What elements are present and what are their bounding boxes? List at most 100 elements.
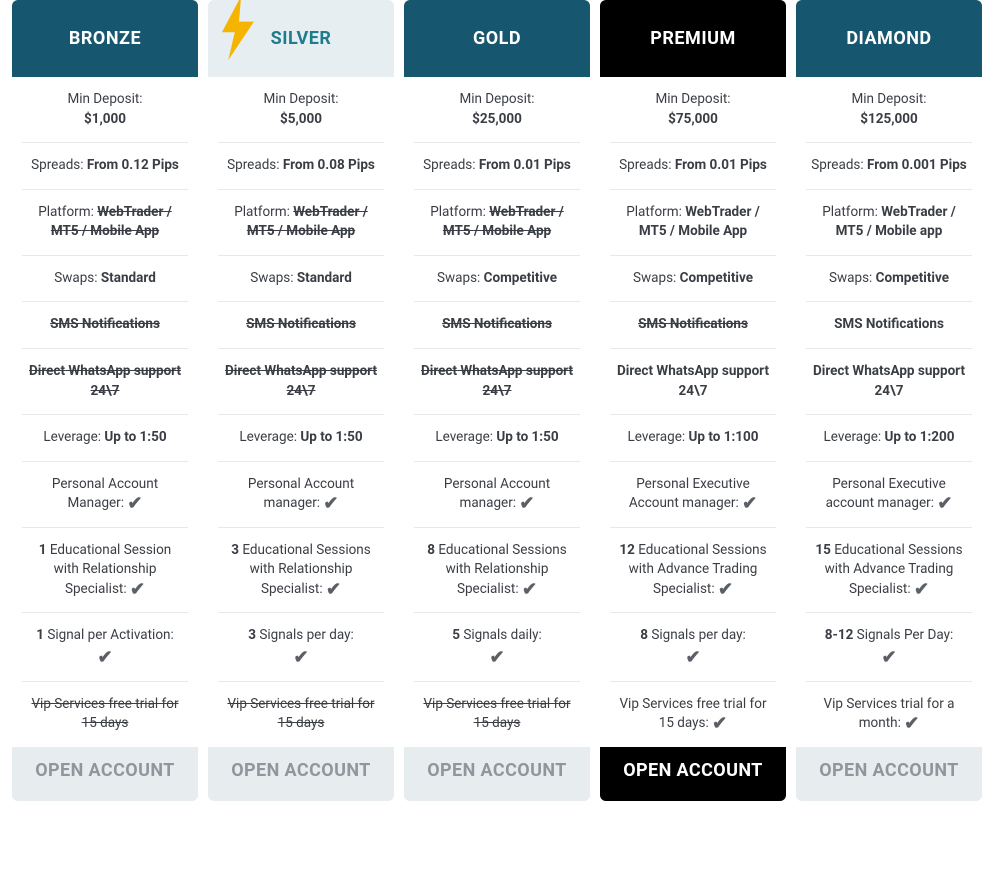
- check-icon: ✔: [97, 649, 112, 667]
- row-vip: Vip Services free trial for 15 days: [218, 682, 384, 747]
- check-icon: ✔: [293, 649, 308, 667]
- row-sessions: 15 Educational Sessions with Advance Tra…: [806, 528, 972, 614]
- card-body: Min Deposit:$75,000Spreads: From 0.01 Pi…: [600, 77, 786, 747]
- row-platform: Platform: WebTrader / MT5 / Mobile app: [806, 190, 972, 256]
- row-spreads: Spreads: From 0.01 Pips: [414, 143, 580, 190]
- card-body: Min Deposit:$5,000Spreads: From 0.08 Pip…: [208, 77, 394, 747]
- row-swaps: Swaps: Competitive: [610, 256, 776, 303]
- row-spreads: Spreads: From 0.08 Pips: [218, 143, 384, 190]
- row-sessions: 12 Educational Sessions with Advance Tra…: [610, 528, 776, 614]
- row-sessions: 8 Educational Sessions with Relationship…: [414, 528, 580, 614]
- row-whatsapp: Direct WhatsApp support 24\7: [218, 349, 384, 415]
- row-min-deposit: Min Deposit:$125,000: [806, 77, 972, 143]
- tier-name: DIAMOND: [804, 28, 974, 49]
- check-icon: ✔: [127, 495, 142, 513]
- pricing-card-premium: PREMIUM Min Deposit:$75,000Spreads: From …: [600, 0, 786, 801]
- row-spreads: Spreads: From 0.01 Pips: [610, 143, 776, 190]
- row-min-deposit: Min Deposit:$75,000: [610, 77, 776, 143]
- row-sms: SMS Notifications: [414, 302, 580, 349]
- row-swaps: Swaps: Competitive: [806, 256, 972, 303]
- card-footer: OPEN ACCOUNT: [404, 747, 590, 802]
- card-footer: OPEN ACCOUNT: [600, 747, 786, 802]
- check-icon: ✔: [489, 649, 504, 667]
- check-icon: ✔: [718, 581, 733, 599]
- check-icon: ✔: [323, 495, 338, 513]
- check-icon: ✔: [326, 581, 341, 599]
- check-icon: ✔: [130, 581, 145, 599]
- row-whatsapp: Direct WhatsApp support 24\7: [414, 349, 580, 415]
- row-leverage: Leverage: Up to 1:50: [414, 415, 580, 462]
- row-sessions: 3 Educational Sessions with Relationship…: [218, 528, 384, 614]
- row-spreads: Spreads: From 0.12 Pips: [22, 143, 188, 190]
- check-icon: ✔: [519, 495, 534, 513]
- row-leverage: Leverage: Up to 1:50: [218, 415, 384, 462]
- row-leverage: Leverage: Up to 1:50: [22, 415, 188, 462]
- row-vip: Vip Services free trial for 15 days: [22, 682, 188, 747]
- row-manager: Personal Executive Account manager: ✔: [610, 462, 776, 528]
- pricing-card-gold: GOLD Min Deposit:$25,000Spreads: From 0.0…: [404, 0, 590, 801]
- open-account-button[interactable]: OPEN ACCOUNT: [20, 761, 190, 782]
- row-min-deposit: Min Deposit:$5,000: [218, 77, 384, 143]
- check-icon: ✔: [522, 581, 537, 599]
- row-swaps: Swaps: Standard: [22, 256, 188, 303]
- row-vip: Vip Services trial for a month: ✔: [806, 682, 972, 747]
- row-sms: SMS Notifications: [610, 302, 776, 349]
- check-icon: ✔: [712, 715, 727, 733]
- row-signals: 5 Signals daily:✔: [414, 613, 580, 681]
- card-footer: OPEN ACCOUNT: [12, 747, 198, 802]
- row-sms: SMS Notifications: [22, 302, 188, 349]
- card-header: PREMIUM: [600, 0, 786, 77]
- row-manager: Personal Account manager: ✔: [218, 462, 384, 528]
- check-icon: ✔: [914, 581, 929, 599]
- row-vip: Vip Services free trial for 15 days: ✔: [610, 682, 776, 747]
- pricing-card-silver: SILVER Min Deposit:$5,000Spreads: From 0.…: [208, 0, 394, 801]
- row-signals: 8-12 Signals Per Day:✔: [806, 613, 972, 681]
- card-body: Min Deposit:$25,000Spreads: From 0.01 Pi…: [404, 77, 590, 747]
- row-signals: 8 Signals per day:✔: [610, 613, 776, 681]
- pricing-card-diamond: DIAMOND Min Deposit:$125,000Spreads: From…: [796, 0, 982, 801]
- check-icon: ✔: [685, 649, 700, 667]
- check-icon: ✔: [881, 649, 896, 667]
- row-manager: Personal Executive account manager: ✔: [806, 462, 972, 528]
- row-spreads: Spreads: From 0.001 Pips: [806, 143, 972, 190]
- row-vip: Vip Services free trial for 15 days: [414, 682, 580, 747]
- row-sms: SMS Notifications: [806, 302, 972, 349]
- row-manager: Personal Account Manager: ✔: [22, 462, 188, 528]
- row-leverage: Leverage: Up to 1:200: [806, 415, 972, 462]
- open-account-button[interactable]: OPEN ACCOUNT: [608, 761, 778, 782]
- card-body: Min Deposit:$1,000Spreads: From 0.12 Pip…: [12, 77, 198, 747]
- tier-name: SILVER: [216, 28, 386, 49]
- check-icon: ✔: [904, 715, 919, 733]
- tier-name: BRONZE: [20, 28, 190, 49]
- row-manager: Personal Account manager: ✔: [414, 462, 580, 528]
- row-swaps: Swaps: Competitive: [414, 256, 580, 303]
- card-header: GOLD: [404, 0, 590, 77]
- row-signals: 3 Signals per day:✔: [218, 613, 384, 681]
- card-footer: OPEN ACCOUNT: [796, 747, 982, 802]
- row-whatsapp: Direct WhatsApp support 24\7: [610, 349, 776, 415]
- row-leverage: Leverage: Up to 1:100: [610, 415, 776, 462]
- tier-name: PREMIUM: [608, 28, 778, 49]
- row-sessions: 1 Educational Session with Relationship …: [22, 528, 188, 614]
- row-signals: 1 Signal per Activation:✔: [22, 613, 188, 681]
- open-account-button[interactable]: OPEN ACCOUNT: [804, 761, 974, 782]
- row-platform: Platform: WebTrader / MT5 / Mobile App: [218, 190, 384, 256]
- card-header: DIAMOND: [796, 0, 982, 77]
- row-platform: Platform: WebTrader / MT5 / Mobile App: [414, 190, 580, 256]
- pricing-card-bronze: BRONZE Min Deposit:$1,000Spreads: From 0.…: [12, 0, 198, 801]
- check-icon: ✔: [742, 495, 757, 513]
- row-platform: Platform: WebTrader / MT5 / Mobile App: [22, 190, 188, 256]
- row-min-deposit: Min Deposit:$1,000: [22, 77, 188, 143]
- open-account-button[interactable]: OPEN ACCOUNT: [412, 761, 582, 782]
- open-account-button[interactable]: OPEN ACCOUNT: [216, 761, 386, 782]
- row-platform: Platform: WebTrader / MT5 / Mobile App: [610, 190, 776, 256]
- row-min-deposit: Min Deposit:$25,000: [414, 77, 580, 143]
- row-sms: SMS Notifications: [218, 302, 384, 349]
- check-icon: ✔: [937, 495, 952, 513]
- card-footer: OPEN ACCOUNT: [208, 747, 394, 802]
- card-body: Min Deposit:$125,000Spreads: From 0.001 …: [796, 77, 982, 747]
- row-whatsapp: Direct WhatsApp support 24\7: [22, 349, 188, 415]
- card-header: SILVER: [208, 0, 394, 77]
- card-header: BRONZE: [12, 0, 198, 77]
- tier-name: GOLD: [412, 28, 582, 49]
